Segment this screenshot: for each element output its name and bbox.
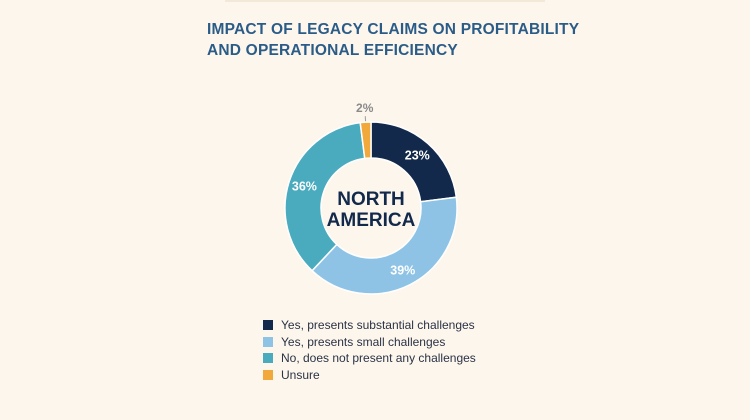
legend-swatch [263,369,273,380]
data-label-no-does-not-present-any-challenges: 36% [292,179,317,193]
data-label-yes-presents-substantial-challenges: 23% [405,148,430,162]
data-label-yes-presents-small-challenges: 39% [390,263,415,277]
center-label-line-1: NORTH [337,189,405,210]
slice-yes-presents-small-challenges [311,196,458,295]
top-divider [225,0,545,2]
legend-label: No, does not present any challenges [281,351,476,366]
legend-item-unsure: Unsure [263,367,476,384]
legend-item-yes-presents-substantial-challenges: Yes, presents substantial challenges [263,317,476,334]
legend-swatch [263,353,273,364]
legend-label: Unsure [281,367,320,382]
center-label-line-2: AMERICA [327,210,416,231]
legend-item-no-does-not-present-any-challenges: No, does not present any challenges [263,350,476,367]
chart-title-line-1: IMPACT OF LEGACY CLAIMS ON PROFITABILITY [207,21,580,38]
legend-label: Yes, presents small challenges [281,334,446,349]
slice-no-does-not-present-any-challenges [284,121,366,272]
chart-legend: Yes, presents substantial challenges Yes,… [263,317,476,383]
legend-swatch [263,336,273,347]
chart-title: IMPACT OF LEGACY CLAIMS ON PROFITABILITY… [207,19,579,61]
legend-swatch [263,320,273,331]
legend-item-yes-presents-small-challenges: Yes, presents small challenges [263,334,476,351]
legend-label: Yes, presents substantial challenges [281,318,475,333]
chart-title-line-2: AND OPERATIONAL EFFICIENCY [207,42,458,59]
data-label-unsure: 2% [356,101,374,115]
slice-unsure [359,121,372,160]
